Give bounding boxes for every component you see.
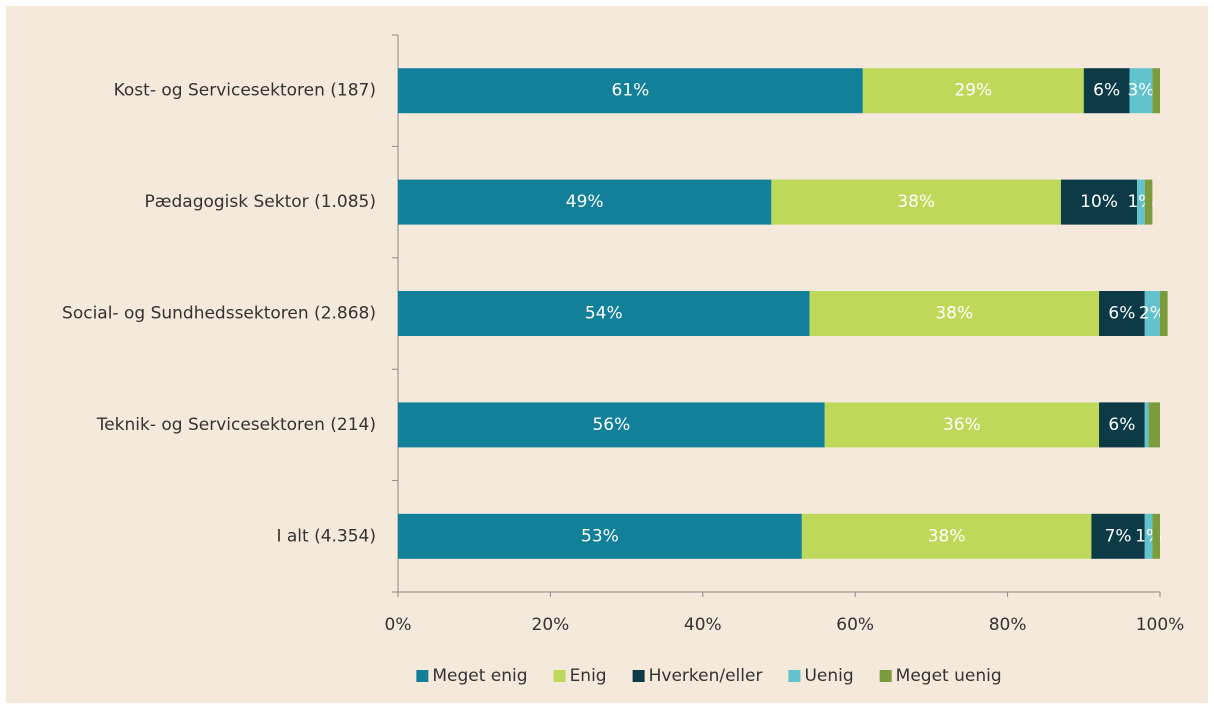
legend-swatch xyxy=(879,670,892,682)
value-label: 3% xyxy=(1127,81,1154,101)
bar-segment xyxy=(398,179,772,225)
bar-segment xyxy=(1144,179,1153,225)
x-tick-label: 100% xyxy=(1136,615,1185,635)
category-label: Social- og Sundhedssektoren (2.868) xyxy=(62,304,376,324)
bar-segment xyxy=(1060,179,1138,225)
bar-segment xyxy=(398,513,802,559)
value-label: 36% xyxy=(943,415,981,435)
bar-segment xyxy=(1137,179,1145,225)
legend-label: Hverken/eller xyxy=(649,666,763,686)
bar-segment xyxy=(1144,291,1160,336)
value-label: 38% xyxy=(935,304,973,324)
value-label: 61% xyxy=(612,81,650,101)
bar-segment xyxy=(1129,68,1153,114)
bar-segment xyxy=(809,291,1100,336)
bar-segment xyxy=(862,68,1084,114)
legend-label: Meget uenig xyxy=(896,666,1002,686)
bar-segment xyxy=(398,68,863,114)
category-label: Teknik- og Servicesektoren (214) xyxy=(96,415,376,435)
x-tick-label: 20% xyxy=(532,615,570,635)
value-label: 54% xyxy=(585,304,623,324)
value-label: 29% xyxy=(954,81,992,101)
bar-segment xyxy=(1152,513,1160,559)
legend-swatch xyxy=(553,670,566,682)
value-label: 49% xyxy=(566,192,604,212)
bar-segment xyxy=(801,513,1092,559)
bar-segment xyxy=(1148,402,1160,448)
legend-label: Enig xyxy=(570,666,607,686)
value-label: 6% xyxy=(1108,304,1135,324)
bar-segment xyxy=(398,291,810,336)
category-label: I alt (4.354) xyxy=(276,526,376,546)
value-label: 10% xyxy=(1080,192,1118,212)
bar-segment xyxy=(1144,513,1153,559)
x-tick-label: 60% xyxy=(836,615,874,635)
value-label: 53% xyxy=(581,526,619,546)
bar-segment xyxy=(1083,68,1130,114)
x-tick-label: 0% xyxy=(385,615,412,635)
x-tick-label: 80% xyxy=(989,615,1027,635)
legend-swatch xyxy=(632,670,645,682)
bar-segment xyxy=(1091,513,1145,559)
value-label: 56% xyxy=(592,415,630,435)
legend-swatch xyxy=(788,670,801,682)
bar-segment xyxy=(398,402,825,448)
chart-background xyxy=(6,6,1208,703)
bar-segment xyxy=(1099,402,1145,448)
bar-segment xyxy=(771,179,1061,225)
value-label: 2% xyxy=(1139,304,1166,324)
category-label: Kost- og Servicesektoren (187) xyxy=(114,81,376,101)
value-label: 38% xyxy=(928,526,966,546)
value-label: 6% xyxy=(1108,415,1135,435)
value-label: 38% xyxy=(897,192,935,212)
bar-segment xyxy=(824,402,1100,448)
category-label: Pædagogisk Sektor (1.085) xyxy=(145,192,376,212)
bar-segment xyxy=(1160,291,1168,336)
legend-label: Meget enig xyxy=(432,666,527,686)
value-label: 6% xyxy=(1093,81,1120,101)
x-tick-label: 40% xyxy=(684,615,722,635)
legend-label: Uenig xyxy=(804,666,853,686)
legend-swatch xyxy=(416,670,429,682)
value-label: 7% xyxy=(1105,526,1132,546)
bar-segment xyxy=(1144,402,1149,448)
bar-segment xyxy=(1152,68,1160,114)
bar-segment xyxy=(1099,291,1145,336)
